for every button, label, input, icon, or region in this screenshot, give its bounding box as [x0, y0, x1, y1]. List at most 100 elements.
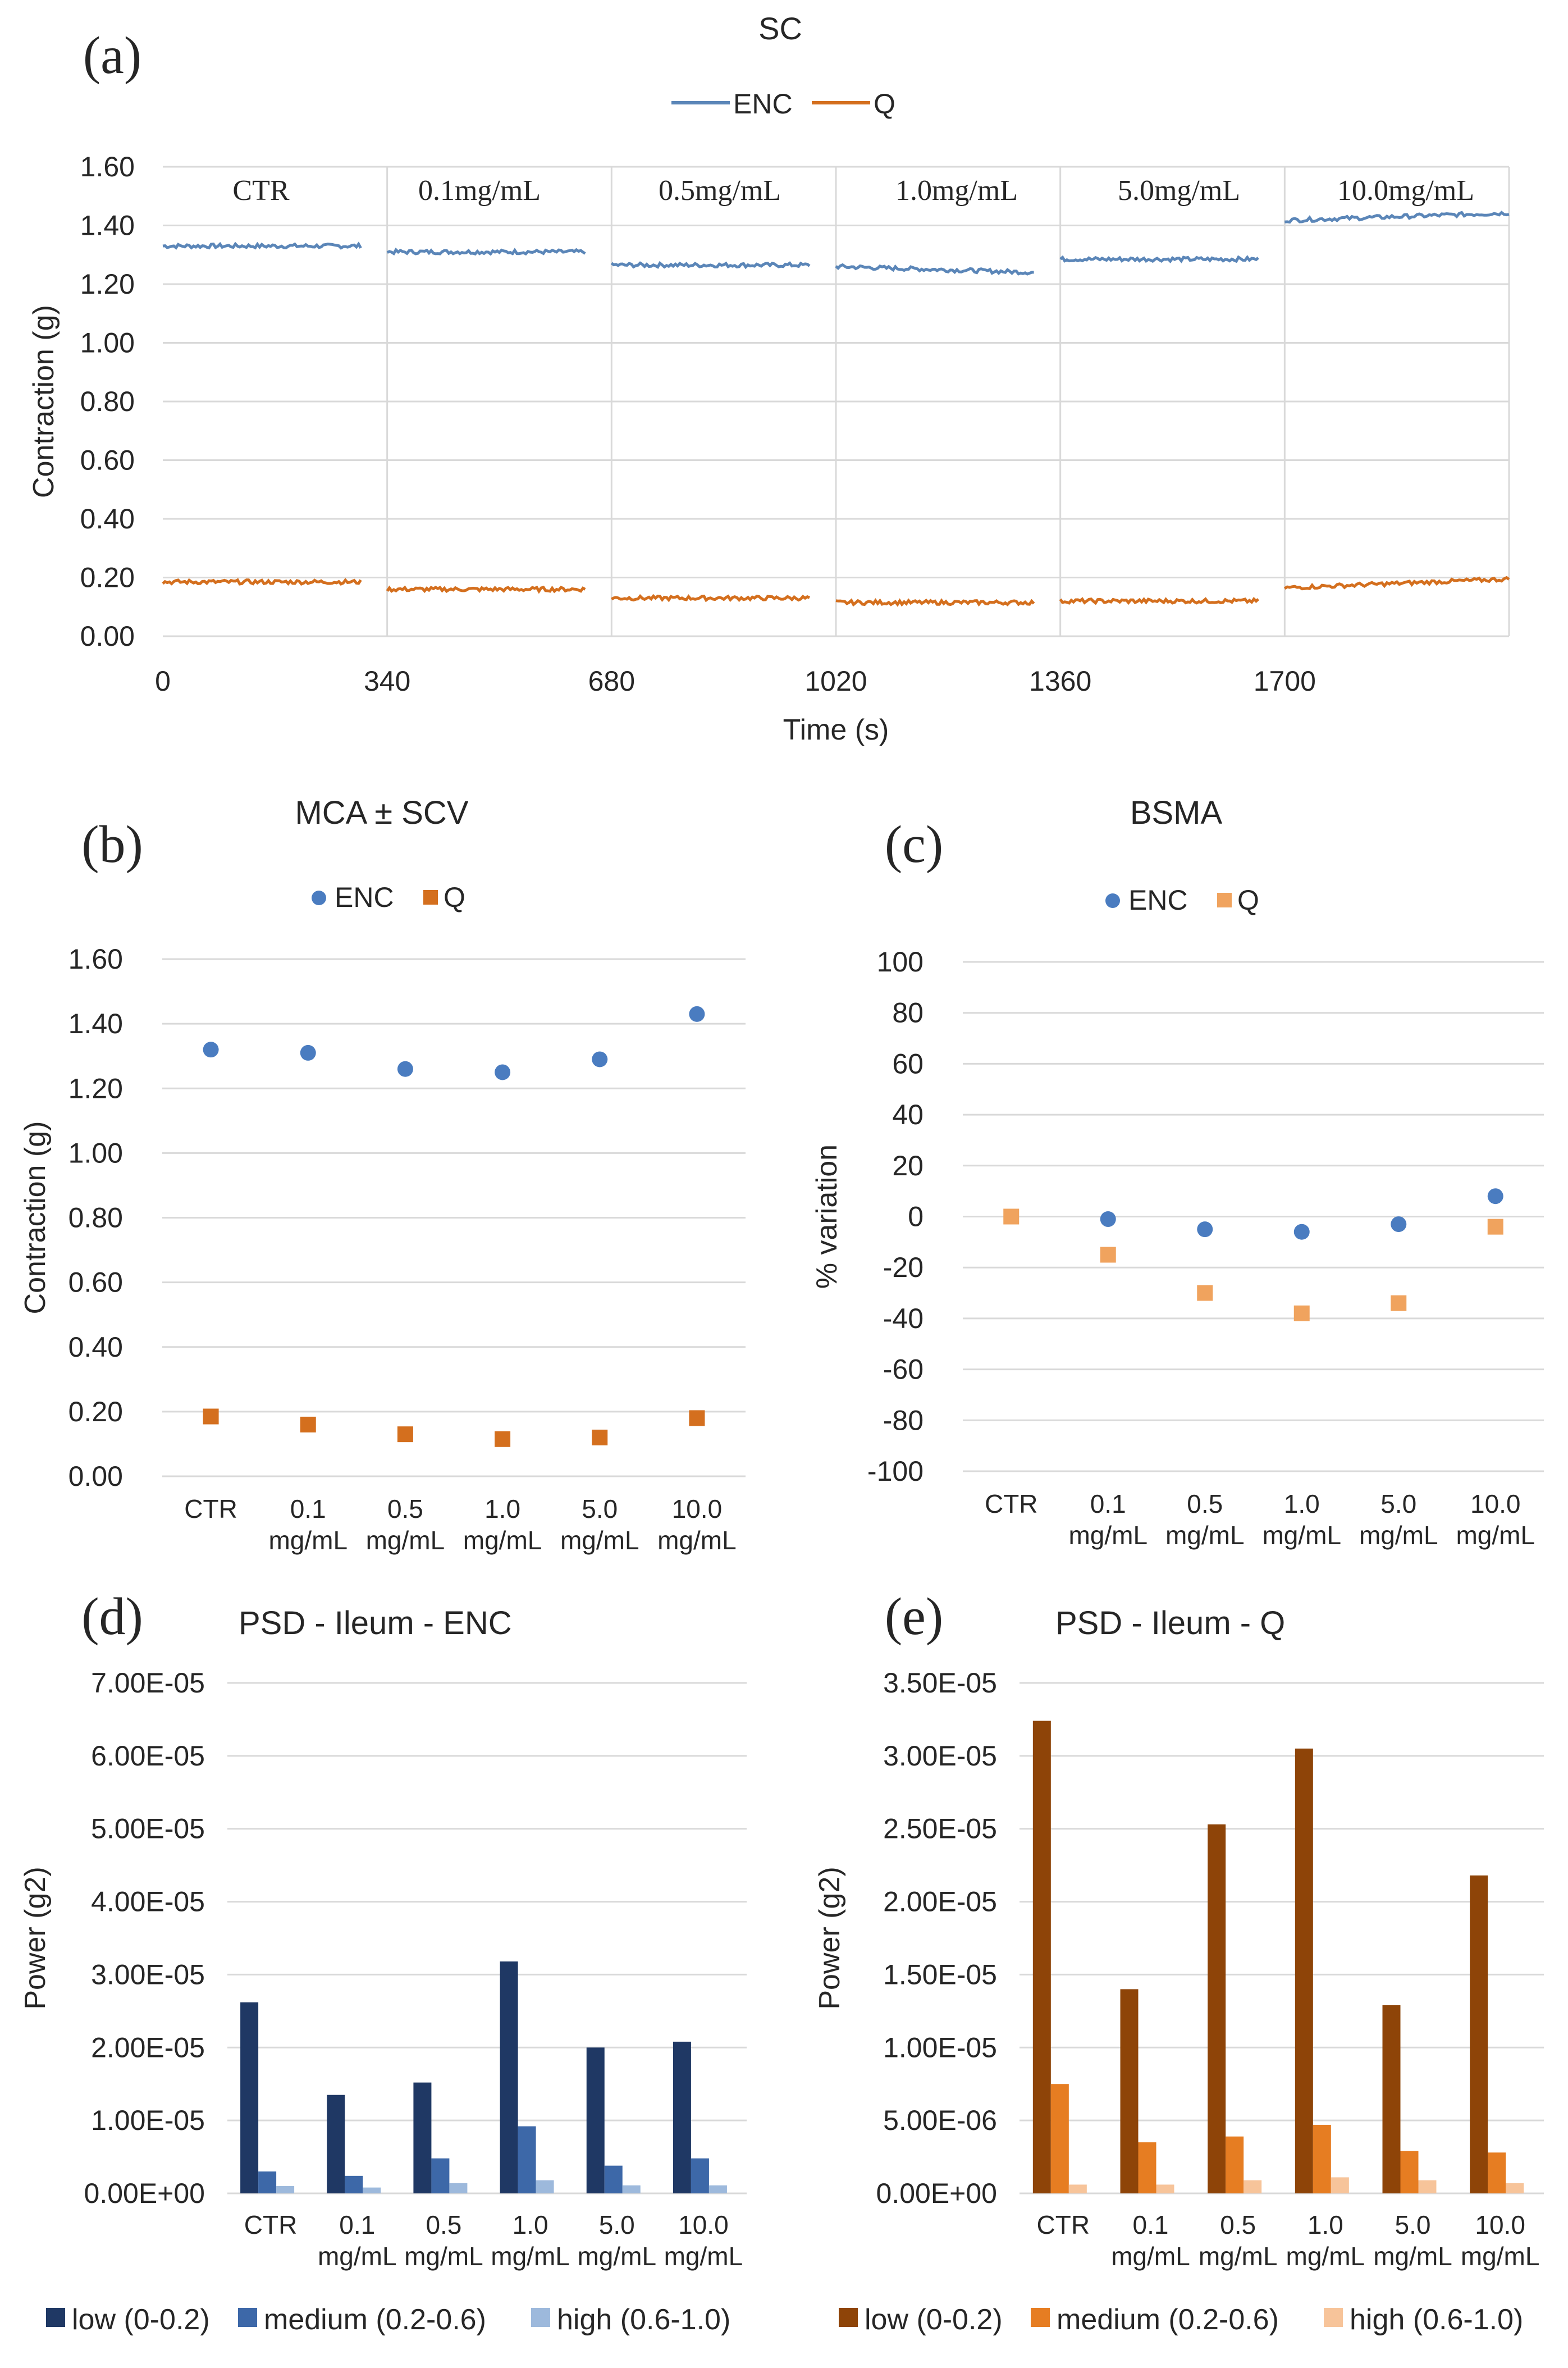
y-tick-label: 40 [892, 1099, 924, 1130]
point-q [1293, 1305, 1310, 1321]
bar-medium [258, 2171, 277, 2193]
y-tick-label: 3.00E-05 [91, 1959, 205, 1990]
y-tick-label: 1.60 [68, 943, 123, 975]
point-enc [203, 1042, 219, 1058]
y-tick-label: 1.40 [68, 1008, 123, 1039]
y-tick-label: 7.00E-05 [91, 1667, 205, 1699]
legend-label: low (0-0.2) [865, 2303, 1003, 2336]
x-category-label: 0.5 [426, 2210, 461, 2239]
bar-medium [1400, 2151, 1419, 2193]
y-tick-label: 5.00E-05 [91, 1813, 205, 1845]
segment-label: 10.0mg/mL [1337, 175, 1474, 207]
trace-enc-segment [1059, 255, 1259, 263]
trace-q-segment [1283, 576, 1510, 591]
y-tick-label: 1.20 [80, 268, 135, 300]
bar-low [1470, 1875, 1488, 2193]
y-tick-label: 20 [892, 1150, 924, 1181]
x-category-label: mg/mL [366, 1526, 445, 1555]
x-category-label: mg/mL [1068, 1521, 1148, 1550]
panel-b: (b) MCA ± SCV ENC Q 0.00 0.20 0.40 0.60 0.80 1.00… [19, 795, 746, 1492]
legend-marker-q [423, 890, 438, 905]
x-category-label: mg/mL [463, 1526, 542, 1555]
legend: ENC Q [671, 88, 895, 120]
point-q [203, 1408, 219, 1425]
x-category-label: mg/mL [1262, 1521, 1341, 1550]
x-category-label: 5.0 [599, 2210, 635, 2239]
trace-enc-segment [1284, 211, 1510, 224]
y-tick-label: 0.60 [80, 445, 135, 476]
point-enc [1197, 1221, 1213, 1238]
x-category-label: mg/mL [318, 2242, 397, 2271]
x-category-label: 10.0 [678, 2210, 729, 2239]
bar-high [1068, 2184, 1087, 2193]
trace-q-segment [162, 578, 362, 586]
trace-q-segment [386, 585, 586, 594]
y-tick-label: 2.00E-05 [883, 1886, 997, 1918]
trace-enc-segment [162, 241, 362, 250]
x-category-label: mg/mL [1456, 1521, 1535, 1550]
y-axis-title: Power (g2) [19, 1867, 52, 2009]
panel-label: (a) [83, 26, 141, 85]
legend-swatch-high [531, 2308, 550, 2327]
y-tick-label: 1.20 [68, 1073, 123, 1104]
panel-c: (c) BSMA ENC Q -100 -80 -60 -40 -20 0 20 40 60 80 100%… [811, 795, 1544, 1487]
segment-label: 1.0mg/mL [895, 175, 1018, 207]
x-tick-label: 680 [588, 665, 635, 697]
point-enc [1293, 1224, 1310, 1240]
x-category-label: CTR [184, 1494, 237, 1523]
point-enc [495, 1064, 511, 1080]
bar-high [1244, 2180, 1262, 2193]
y-tick-label: 1.50E-05 [883, 1959, 997, 1990]
point-q [397, 1426, 413, 1443]
y-tick-label: 1.00 [68, 1137, 123, 1169]
y-axis-title: Contraction (g) [19, 1121, 52, 1315]
y-tick-label: 100 [877, 946, 924, 978]
x-category-label: CTR [985, 1489, 1038, 1518]
x-category-label: 10.0 [1475, 2210, 1525, 2239]
point-q [592, 1429, 608, 1445]
x-category-label: 10.0 [672, 1494, 723, 1523]
x-category-label: mg/mL [404, 2242, 483, 2271]
segment-label: 5.0mg/mL [1118, 175, 1240, 207]
segment-label: 0.1mg/mL [418, 175, 541, 207]
x-category-label: mg/mL [1165, 1521, 1245, 1550]
panel-label: (e) [885, 1587, 943, 1646]
legend-label-enc: ENC [733, 88, 793, 120]
y-tick-label: 2.00E-05 [91, 2032, 205, 2063]
bar-low [1208, 1824, 1226, 2193]
point-q [689, 1410, 705, 1426]
y-tick-label: -100 [867, 1456, 924, 1487]
y-tick-label: 2.50E-05 [883, 1813, 997, 1845]
x-category-label: 0.1 [1133, 2210, 1169, 2239]
panel-d: (d) PSD - Ileum - ENC 0.00E+00 1.00E-05 2.00… [19, 1587, 747, 2336]
trace-enc-segment [610, 261, 811, 270]
legend: ENC Q [1105, 884, 1259, 916]
bar-medium [1226, 2136, 1244, 2193]
chart-title: MCA ± SCV [295, 795, 468, 831]
bar-high [363, 2187, 381, 2193]
x-tick-label: 1020 [804, 665, 867, 697]
trace-q-segment [1059, 597, 1259, 605]
panel-label: (d) [81, 1587, 143, 1646]
bar-medium [691, 2158, 709, 2193]
x-category-label: 0.1 [290, 1494, 326, 1523]
point-enc [592, 1051, 608, 1067]
legend: low (0-0.2) medium (0.2-0.6) high (0.6-1.0… [839, 2303, 1523, 2336]
point-enc [397, 1061, 413, 1077]
legend-label-q: Q [874, 88, 895, 120]
y-tick-label: 0.00 [80, 620, 135, 652]
y-tick-label: 0.20 [68, 1396, 123, 1427]
y-axis-title: % variation [811, 1144, 843, 1289]
x-tick-label: 1700 [1254, 665, 1316, 697]
bar-low [1032, 1721, 1051, 2193]
point-q [1391, 1295, 1407, 1311]
y-tick-label: 0.20 [80, 562, 135, 594]
x-category-label: mg/mL [1286, 2242, 1365, 2271]
point-q [1003, 1208, 1020, 1225]
y-tick-label: 0.00E+00 [84, 2178, 205, 2209]
point-enc [1100, 1211, 1116, 1228]
point-q [1487, 1219, 1503, 1235]
bar-high [622, 2185, 641, 2193]
legend-label-q: Q [1237, 884, 1259, 916]
